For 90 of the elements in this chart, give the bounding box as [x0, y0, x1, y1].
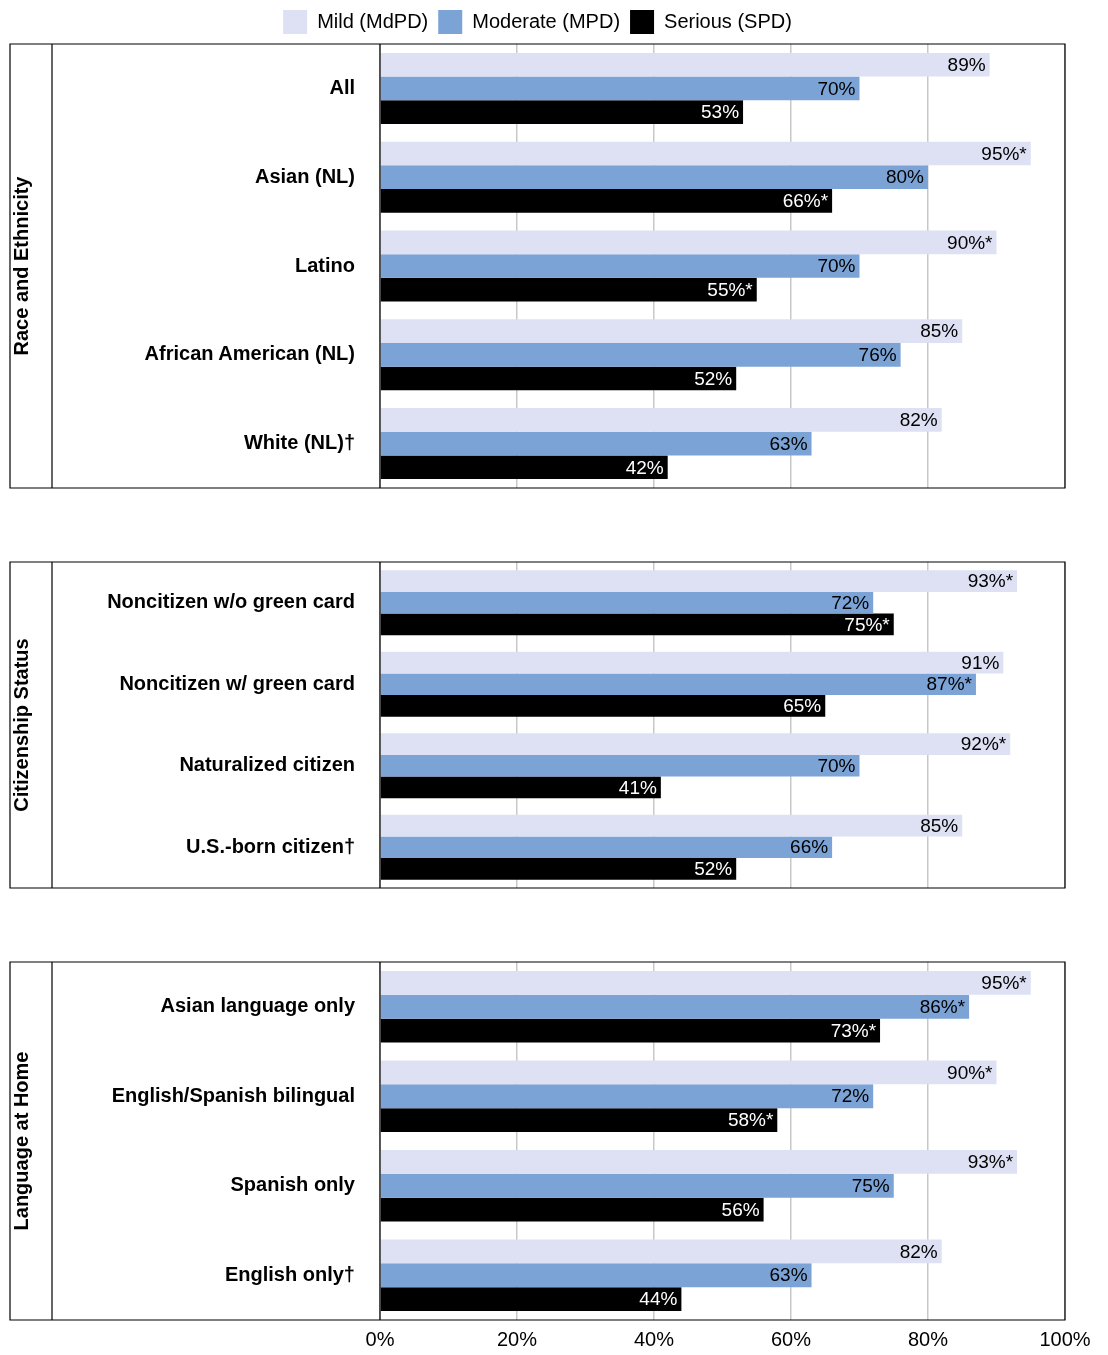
- bar: [380, 408, 942, 432]
- bar: [380, 1084, 874, 1109]
- data-label: 95%*: [981, 972, 1028, 994]
- data-label: 75%*: [844, 613, 891, 635]
- y-tick-label: Spanish only: [230, 1173, 356, 1196]
- y-tick-label: Latino: [295, 253, 355, 276]
- data-label: 86%*: [919, 995, 966, 1017]
- bar: [380, 651, 1004, 674]
- y-axis-title: Citizenship Status: [9, 638, 32, 812]
- data-label: 65%: [783, 695, 822, 717]
- data-label: 90%*: [947, 1061, 994, 1083]
- data-label: 93%*: [967, 570, 1014, 592]
- data-label: 85%: [920, 320, 959, 342]
- y-tick-label: U.S.-born citizen†: [186, 834, 355, 857]
- data-label: 42%: [625, 456, 664, 478]
- data-label: 41%: [618, 776, 657, 798]
- bar: [380, 733, 1011, 755]
- data-label: 70%: [817, 754, 856, 776]
- data-label: 82%: [899, 409, 938, 431]
- bar: [380, 1149, 1018, 1174]
- y-tick-label: English only†: [224, 1262, 355, 1285]
- bar: [380, 673, 976, 696]
- bar: [380, 814, 963, 837]
- bar: [380, 1173, 894, 1198]
- x-tick-label: 0%: [365, 1327, 395, 1350]
- bar: [380, 254, 860, 278]
- bar: [380, 319, 963, 343]
- y-tick-label: All: [329, 75, 355, 98]
- data-label: 44%: [639, 1288, 678, 1310]
- x-tick-label: 60%: [770, 1327, 812, 1350]
- data-label: 70%: [817, 77, 856, 99]
- bar: [380, 165, 928, 190]
- data-label: 89%: [947, 53, 986, 75]
- bar: [380, 994, 970, 1019]
- data-label: 80%: [885, 166, 925, 188]
- bar: [380, 970, 1031, 995]
- data-label: 66%: [790, 836, 829, 858]
- y-tick-label: Asian language only: [160, 994, 356, 1017]
- legend-label: Mild (MdPD): [317, 9, 429, 32]
- y-tick-label: African American (NL): [144, 342, 355, 365]
- data-label: 70%: [817, 255, 856, 277]
- bar: [380, 591, 874, 614]
- data-label: 53%: [701, 101, 740, 123]
- bar: [380, 230, 997, 255]
- bar: [380, 52, 990, 77]
- x-tick-label: 80%: [907, 1327, 949, 1350]
- data-label: 76%: [858, 344, 897, 366]
- bar: [380, 570, 1018, 592]
- data-label: 66%*: [782, 190, 829, 212]
- bar: [380, 342, 901, 367]
- data-label: 58%*: [727, 1109, 774, 1131]
- legend-label: Serious (SPD): [664, 9, 792, 32]
- data-label: 91%: [961, 651, 1000, 673]
- y-tick-label: English/Spanish bilingual: [111, 1083, 355, 1106]
- y-tick-label: Asian (NL): [255, 164, 355, 187]
- x-tick-label: 20%: [496, 1327, 538, 1350]
- bar: [380, 1239, 942, 1264]
- y-axis-title: Language at Home: [9, 1051, 32, 1231]
- data-label: 90%*: [947, 231, 994, 253]
- data-label: 85%: [920, 814, 959, 836]
- data-label: 93%*: [967, 1151, 1014, 1173]
- data-label: 95%*: [981, 142, 1028, 164]
- bar: [380, 1263, 812, 1288]
- bar: [380, 836, 833, 859]
- data-label: 56%: [721, 1198, 760, 1220]
- data-label: 55%*: [707, 278, 754, 300]
- bar: [380, 431, 812, 456]
- data-label: 72%: [831, 1085, 870, 1107]
- y-tick-label: Noncitizen w/ green card: [119, 671, 355, 694]
- data-label: 52%: [694, 858, 733, 880]
- bar: [380, 1060, 997, 1085]
- y-tick-label: White (NL)†: [243, 431, 355, 454]
- data-label: 92%*: [960, 733, 1007, 755]
- x-tick-label: 40%: [633, 1327, 675, 1350]
- bar: [380, 76, 860, 101]
- data-label: 87%*: [926, 673, 973, 695]
- y-axis-title: Race and Ethnicity: [9, 175, 32, 356]
- bar: [380, 141, 1031, 166]
- data-label: 63%: [769, 432, 808, 454]
- data-label: 75%: [851, 1174, 890, 1196]
- data-label: 73%*: [830, 1019, 877, 1041]
- data-label: 52%: [694, 367, 733, 389]
- data-label: 63%: [769, 1264, 808, 1286]
- legend-label: Moderate (MPD): [472, 9, 621, 32]
- y-tick-label: Noncitizen w/o green card: [107, 590, 355, 613]
- y-tick-label: Naturalized citizen: [179, 753, 355, 776]
- bar: [380, 754, 860, 777]
- data-label: 72%: [831, 591, 870, 613]
- data-label: 82%: [899, 1240, 938, 1262]
- x-tick-label: 100%: [1039, 1327, 1091, 1350]
